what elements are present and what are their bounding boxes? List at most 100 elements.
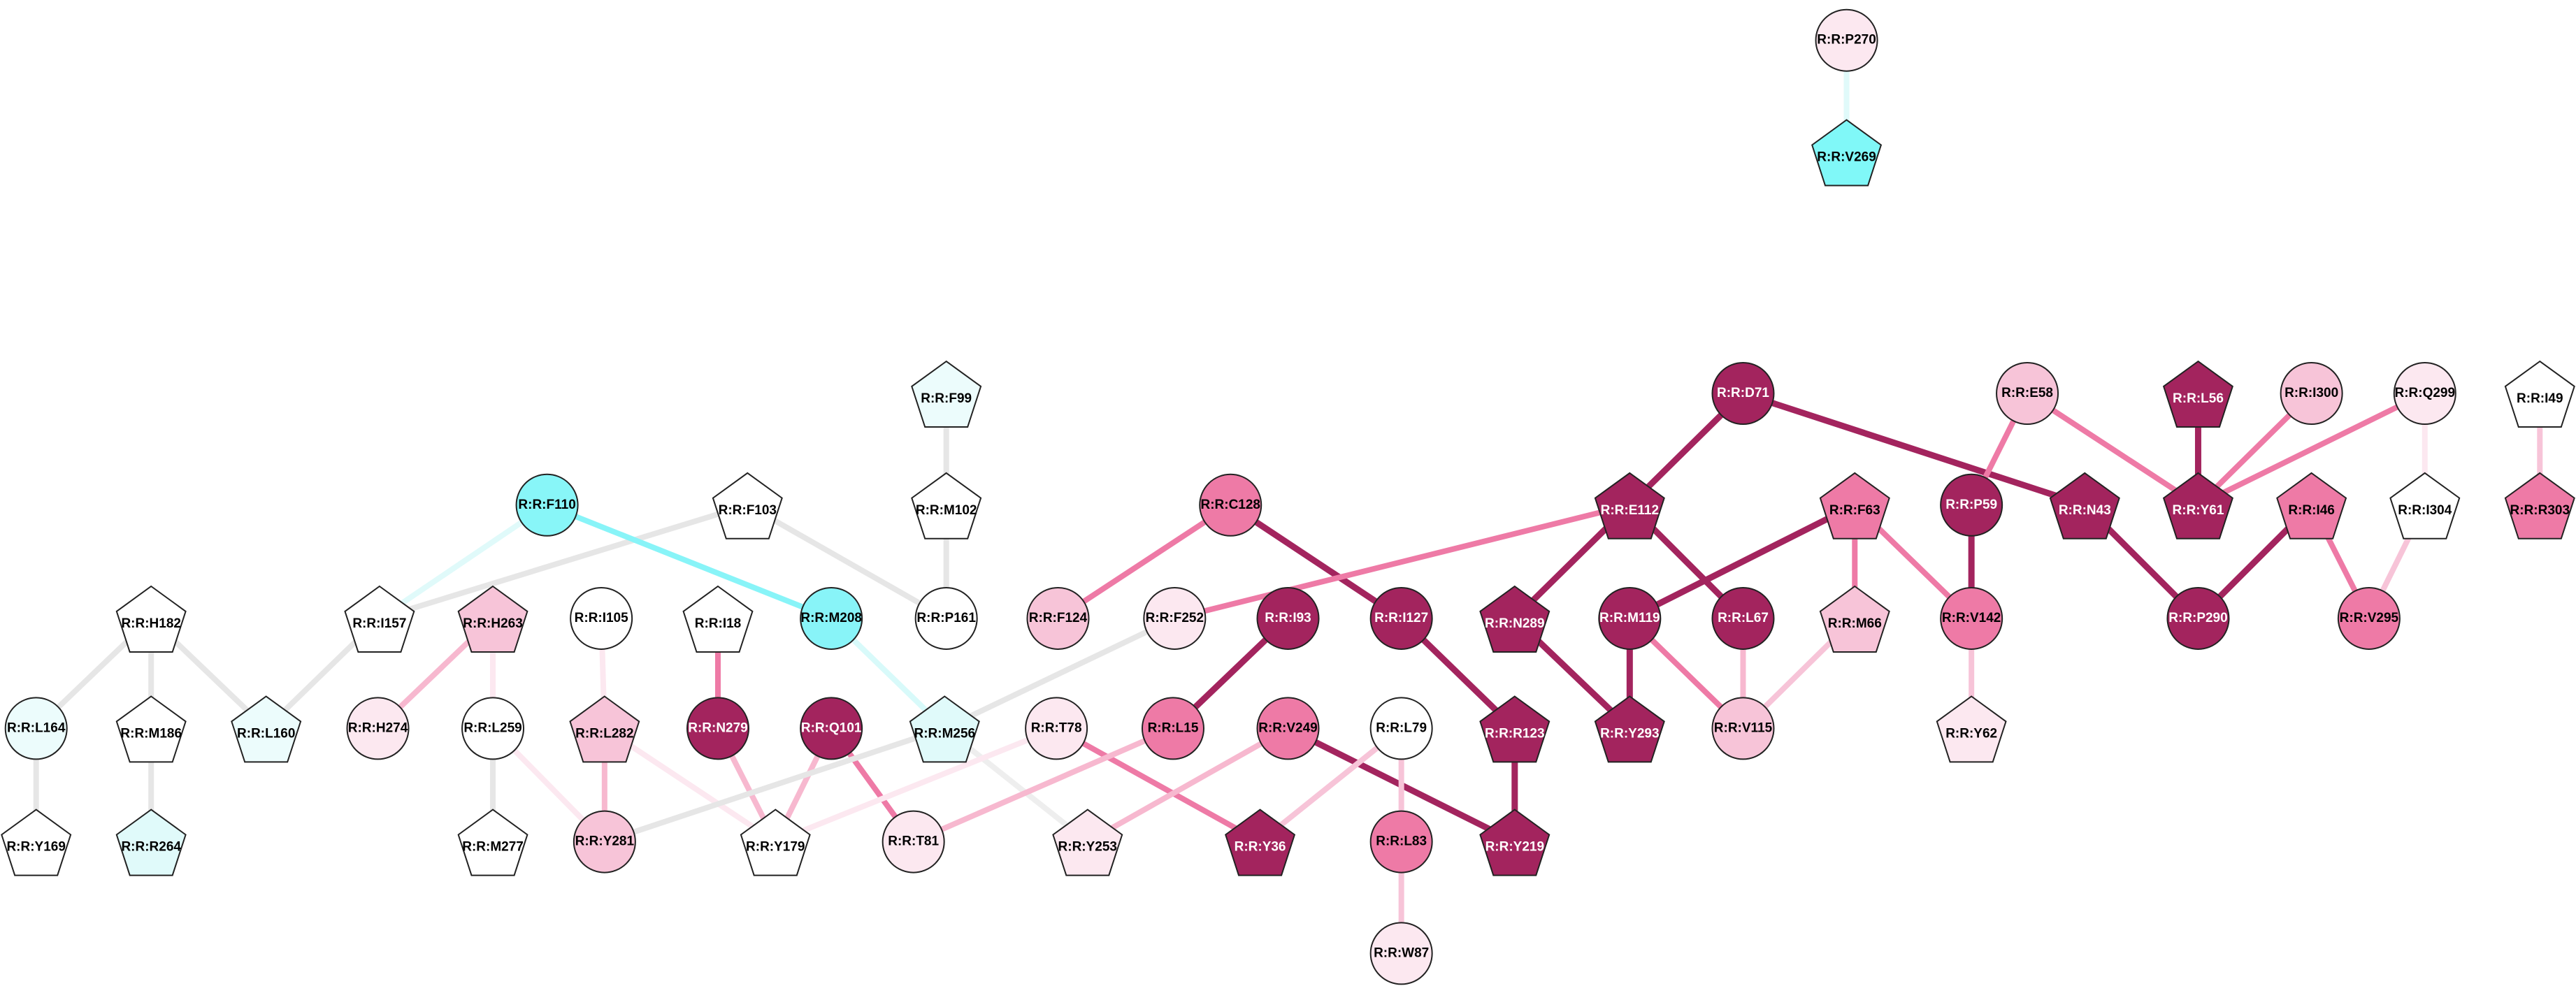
node-circle <box>1256 586 1320 650</box>
node-label: R:R:Y281 <box>575 834 635 849</box>
node-label: R:R:Y219 <box>1485 840 1544 855</box>
node: R:R:Q299 <box>2393 361 2456 425</box>
node-label: R:R:F110 <box>518 498 575 512</box>
node-label: R:R:I157 <box>352 616 406 631</box>
node-label: R:R:E112 <box>1601 503 1659 518</box>
node-label: R:R:I46 <box>2288 503 2335 518</box>
nodes: R:R:P270 R:R:V269 R:R:F99 R:R:M102 R:R:P161 R… <box>1 8 2575 985</box>
node-circle <box>800 697 863 760</box>
node: R:R:Y169 <box>1 809 72 876</box>
node: R:R:L79 <box>1369 697 1433 760</box>
node-label: R:R:Q101 <box>801 720 862 735</box>
node-label: R:R:V115 <box>1714 720 1773 735</box>
node: R:R:V249 <box>1256 697 1320 760</box>
node-circle <box>1711 697 1775 760</box>
node-label: R:R:I93 <box>1265 611 1311 625</box>
node: R:R:H263 <box>457 585 528 653</box>
node-label: R:R:P290 <box>2168 611 2227 625</box>
node-circle <box>800 586 863 650</box>
node-label: R:R:T78 <box>1031 720 1082 735</box>
node-circle <box>570 586 633 650</box>
node-label: R:R:L15 <box>1148 720 1199 735</box>
node-pentagon <box>2049 472 2120 539</box>
node-label: R:R:L282 <box>575 726 633 741</box>
node-label: R:R:P161 <box>916 611 976 625</box>
node-label: R:R:C128 <box>1200 498 1260 512</box>
node-circle <box>573 810 636 874</box>
node-pentagon <box>911 472 982 539</box>
node: R:R:E58 <box>1996 361 2059 425</box>
node: R:R:C128 <box>1199 473 1262 537</box>
node: R:R:V295 <box>2337 586 2401 650</box>
node-circle <box>1369 922 1433 985</box>
node-label: R:R:L160 <box>237 726 295 741</box>
node-pentagon <box>909 695 980 763</box>
node: R:R:Y61 <box>2162 472 2233 539</box>
node-circle <box>4 697 68 760</box>
node-label: R:R:Y61 <box>2173 503 2224 518</box>
node-circle <box>515 473 579 537</box>
node-pentagon <box>1 809 72 876</box>
edge <box>772 725 1060 845</box>
node: R:R:F110 <box>515 473 579 537</box>
node-label: R:R:D71 <box>1717 386 1769 400</box>
node: R:R:L259 <box>461 697 525 760</box>
node-label: R:R:I304 <box>2398 503 2452 518</box>
node: R:R:M277 <box>457 809 528 876</box>
node-circle <box>1598 586 1662 650</box>
node: R:R:E112 <box>1594 472 1665 539</box>
node-label: R:R:I49 <box>2517 391 2563 406</box>
node-pentagon <box>1819 472 1890 539</box>
node-label: R:R:R264 <box>121 840 181 855</box>
node-label: R:R:Q299 <box>2394 386 2455 400</box>
edge <box>942 615 1178 732</box>
edge <box>2195 390 2428 508</box>
node-label: R:R:L83 <box>1376 834 1427 849</box>
node: R:R:M66 <box>1819 585 1890 653</box>
node: R:R:P270 <box>1815 8 1878 72</box>
node: R:R:I46 <box>2276 472 2347 539</box>
node-label: R:R:F99 <box>921 391 972 406</box>
node: R:R:R123 <box>1479 695 1550 763</box>
node-pentagon <box>115 809 187 876</box>
node: R:R:I304 <box>2389 472 2461 539</box>
node-pentagon <box>2504 360 2575 428</box>
node-label: R:R:L259 <box>463 720 521 735</box>
node-label: R:R:F124 <box>1029 611 1088 625</box>
edge <box>744 502 949 621</box>
node-circle <box>461 697 525 760</box>
node-pentagon <box>2162 472 2233 539</box>
node: R:R:F103 <box>712 472 783 539</box>
node-label: R:R:V269 <box>1817 150 1876 165</box>
node-circle <box>2337 586 2401 650</box>
node-pentagon <box>1811 119 1883 187</box>
node: R:R:L83 <box>1369 810 1433 874</box>
node-label: R:R:N43 <box>2059 503 2111 518</box>
node-pentagon <box>682 585 754 653</box>
node-label: R:R:Y253 <box>1058 840 1117 855</box>
node-pentagon <box>115 695 187 763</box>
node-label: R:R:M277 <box>462 840 524 855</box>
node-label: R:R:L164 <box>7 720 66 735</box>
node-circle <box>1141 697 1204 760</box>
node: R:R:N43 <box>2049 472 2120 539</box>
node: R:R:Y62 <box>1936 695 2007 763</box>
edge <box>2024 390 2201 508</box>
node-circle <box>346 697 410 760</box>
node: R:R:F252 <box>1143 586 1207 650</box>
edge <box>376 502 751 621</box>
node-label: R:R:Y169 <box>6 840 65 855</box>
node-label: R:R:H263 <box>463 616 523 631</box>
node: R:R:I157 <box>344 585 415 653</box>
node-label: R:R:F103 <box>719 503 777 518</box>
edge <box>1053 725 1263 845</box>
node: R:R:I300 <box>2280 361 2343 425</box>
edge <box>1172 502 1633 621</box>
edge <box>376 502 550 621</box>
node-label: R:R:V142 <box>1942 611 2001 625</box>
node-pentagon <box>1479 809 1550 876</box>
node-label: R:R:N289 <box>1485 616 1545 631</box>
node-circle <box>1199 473 1262 537</box>
node-label: R:R:I18 <box>695 616 742 631</box>
node: R:R:F124 <box>1026 586 1090 650</box>
